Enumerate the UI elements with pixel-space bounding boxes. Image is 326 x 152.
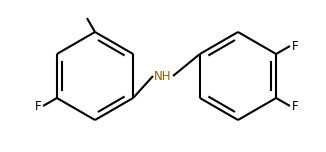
Text: NH: NH	[154, 69, 172, 83]
Text: F: F	[292, 40, 299, 52]
Text: F: F	[35, 100, 41, 112]
Text: F: F	[292, 100, 299, 112]
